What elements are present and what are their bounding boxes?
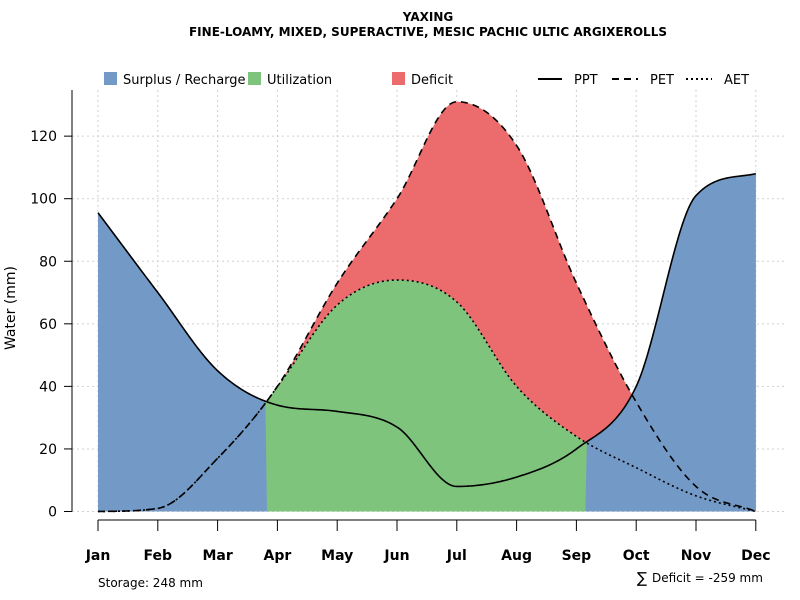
x-tick-label: Oct	[623, 548, 650, 564]
y-tick-label: 100	[30, 192, 57, 208]
x-tick-label: Apr	[264, 548, 292, 564]
series-lines	[97, 100, 757, 513]
x-tick-label: Jun	[383, 548, 409, 564]
area-fills	[98, 101, 756, 512]
ppt-line	[97, 172, 756, 488]
legend: Surplus / Recharge Utilization Deficit P…	[104, 72, 749, 88]
y-tick-label: 40	[39, 379, 57, 395]
legend-label-aet: AET	[724, 73, 749, 88]
deficit-note: Deficit = -259 mm	[652, 571, 763, 585]
legend-swatch-utilization	[248, 72, 261, 85]
x-tick-label: Dec	[741, 548, 770, 564]
sum-symbol: ∑	[637, 569, 647, 587]
legend-label-surplus: Surplus / Recharge	[123, 73, 246, 88]
aet-line	[97, 279, 757, 513]
y-axis-label: Water (mm)	[3, 266, 19, 350]
legend-label-utilization: Utilization	[267, 73, 332, 88]
x-tick-label: Mar	[202, 548, 232, 564]
y-tick-label: 120	[30, 129, 57, 145]
y-tick-label: 20	[39, 442, 57, 458]
chart-title: YAXING	[402, 10, 453, 24]
surplus-recharge-area	[98, 173, 756, 512]
x-tick-label: Aug	[501, 548, 532, 564]
x-tick-label: Feb	[144, 548, 173, 564]
y-tick-labels: 0 20 40 60 80 100 120	[30, 129, 72, 521]
axes	[71, 90, 756, 521]
x-tick-label: May	[321, 548, 353, 564]
legend-label-deficit: Deficit	[411, 73, 453, 88]
x-tick-label: Jan	[85, 548, 111, 564]
x-tick-label: Jul	[446, 548, 467, 564]
legend-label-pet: PET	[650, 73, 674, 88]
storage-note: Storage: 248 mm	[98, 576, 203, 590]
surplus-above-aet	[98, 173, 756, 512]
x-tick-label: Sep	[562, 548, 592, 564]
chart-subtitle: FINE-LOAMY, MIXED, SUPERACTIVE, MESIC PA…	[189, 25, 667, 39]
pet-line	[97, 100, 757, 513]
y-tick-label: 80	[39, 254, 57, 270]
x-tick-label: Nov	[681, 548, 711, 564]
legend-label-ppt: PPT	[574, 73, 598, 88]
y-tick-label: 60	[39, 317, 57, 333]
utilization-area	[265, 280, 587, 487]
y-tick-label: 0	[48, 505, 57, 521]
x-tick-labels: Jan Feb Mar Apr May Jun Jul Aug Sep Oct Nov Dec	[85, 520, 771, 564]
legend-swatch-deficit	[392, 72, 405, 85]
legend-swatch-surplus	[104, 72, 117, 85]
